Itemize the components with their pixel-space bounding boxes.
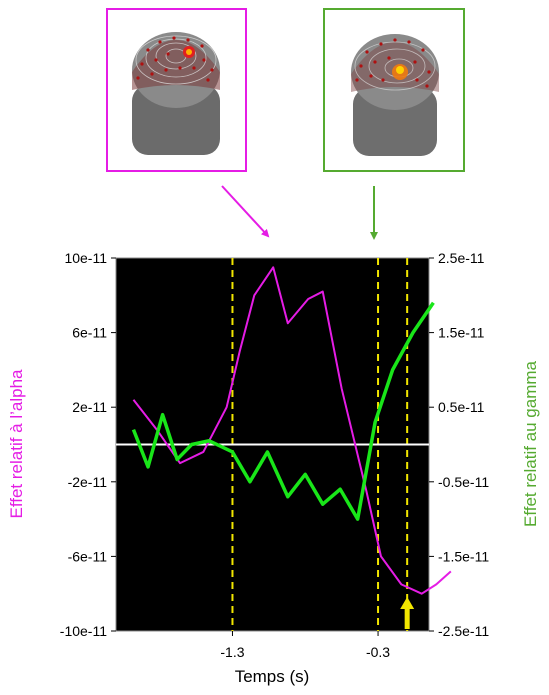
left-tick-label: 10e-11 [64, 250, 107, 266]
head-topography-icon [351, 34, 439, 156]
x-axis-ticks: -1.3 -0.3 [220, 631, 390, 660]
right-tick-label: -0.5e-11 [438, 474, 489, 490]
x-tick-label: -0.3 [366, 644, 390, 660]
right-tick-label: 2.5e-11 [438, 250, 485, 266]
left-tick-label: -2e-11 [68, 474, 108, 490]
left-tick-label: 2e-11 [72, 399, 107, 415]
right-tick-label: -1.5e-11 [438, 548, 489, 564]
arrow-head [400, 597, 415, 609]
right-y-axis-label: Effet relatif au gamma [521, 360, 540, 527]
arrow-shaft [404, 607, 410, 629]
left-tick-label: 6e-11 [72, 325, 107, 341]
left-y-axis-label: Effet relatif à l’alpha [7, 369, 26, 519]
x-axis-label: Temps (s) [235, 667, 310, 686]
alpha-topography-panel [106, 8, 247, 172]
left-axis-ticks: 10e-11 6e-11 2e-11 -2e-11 -6e-11 -10e-11 [60, 250, 116, 639]
alpha-pointer-arrow [221, 185, 270, 238]
left-tick-label: -6e-11 [68, 548, 108, 564]
x-tick-label: -1.3 [220, 644, 244, 660]
head-topography-icon [132, 32, 220, 155]
arrow-up-icon [400, 597, 415, 629]
right-tick-label: 1.5e-11 [438, 325, 485, 341]
gamma-topography-panel [323, 8, 465, 172]
right-tick-label: -2.5e-11 [438, 623, 489, 639]
left-tick-label: -10e-11 [60, 623, 107, 639]
gamma-series-line [131, 301, 435, 521]
right-tick-label: 0.5e-11 [438, 399, 485, 415]
right-axis-ticks: 2.5e-11 1.5e-11 0.5e-11 -0.5e-11 -1.5e-11 -2.… [429, 250, 489, 639]
alpha-series-line [132, 266, 452, 595]
